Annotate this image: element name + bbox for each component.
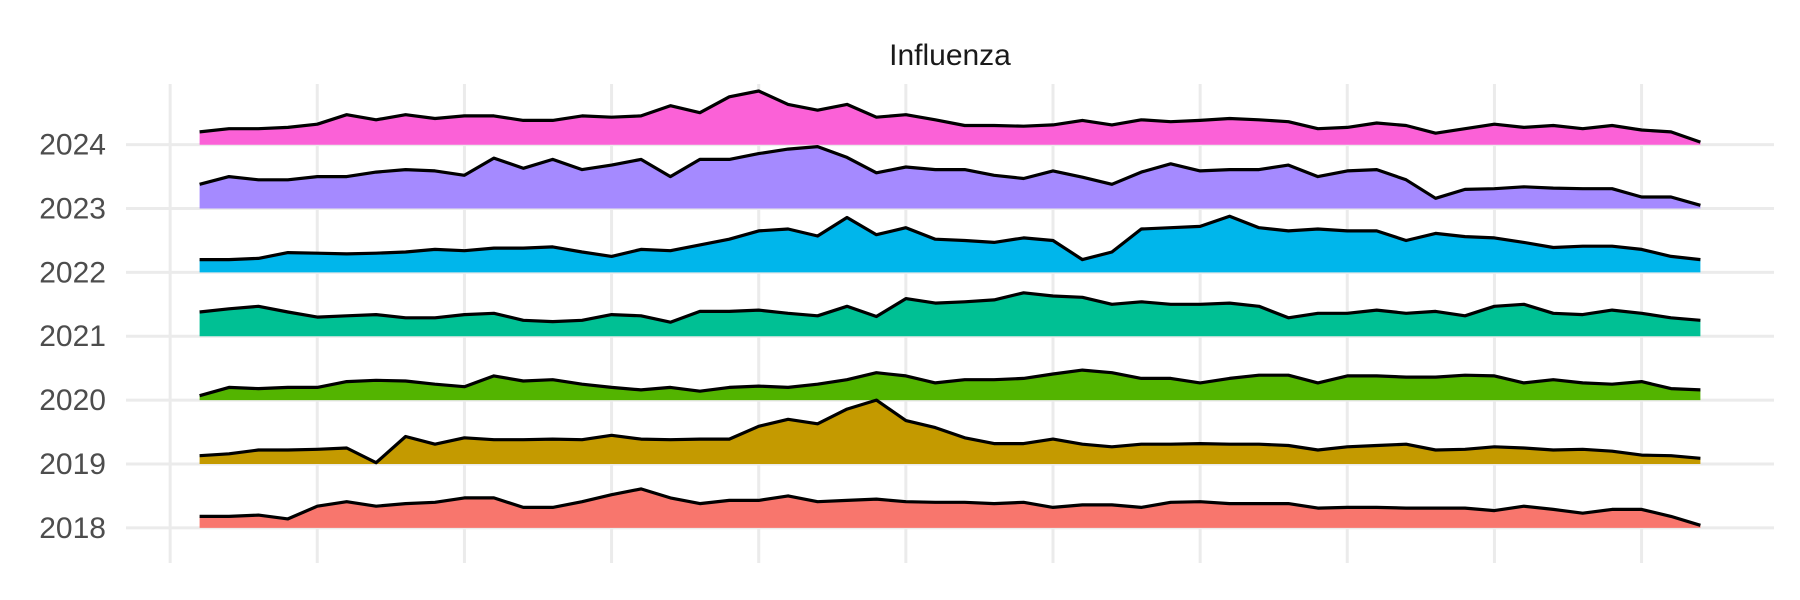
ridge-area bbox=[199, 370, 1701, 401]
ridge-line bbox=[199, 398, 1701, 465]
ridge-area bbox=[199, 292, 1701, 337]
y-tick-label: 2023 bbox=[39, 192, 106, 225]
y-tick-label: 2022 bbox=[39, 256, 106, 289]
ridge-area bbox=[199, 146, 1701, 209]
ridge-line bbox=[199, 214, 1701, 262]
ridge-area bbox=[199, 488, 1701, 528]
y-tick-label: 2019 bbox=[39, 448, 106, 481]
y-tick-label: 2021 bbox=[39, 320, 106, 353]
ridge-line bbox=[199, 487, 1701, 527]
chart-title: Influenza bbox=[889, 39, 1011, 72]
ridge-line bbox=[199, 145, 1701, 207]
y-tick-label: 2020 bbox=[39, 384, 106, 417]
ridge-area bbox=[199, 91, 1701, 145]
ridge-line bbox=[199, 368, 1701, 398]
y-tick-label: 2024 bbox=[39, 129, 106, 162]
ridge-area bbox=[199, 216, 1701, 273]
ridge-line bbox=[199, 89, 1701, 144]
y-tick-label: 2018 bbox=[39, 512, 106, 545]
ridge-area bbox=[199, 400, 1701, 464]
ridge-line bbox=[199, 291, 1701, 324]
